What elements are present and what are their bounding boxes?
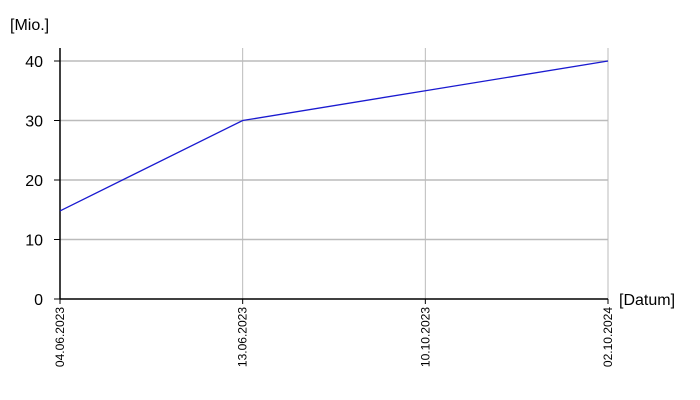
y-tick-label: 0 — [34, 292, 43, 309]
y-tick-label: 40 — [25, 54, 43, 71]
x-tick-label: 04.06.2023 — [53, 307, 67, 367]
x-axis-label: [Datum] — [619, 292, 675, 309]
x-tick-label: 13.06.2023 — [236, 307, 250, 367]
y-axis-label: [Mio.] — [10, 17, 49, 34]
x-tick-label: 10.10.2023 — [418, 307, 432, 367]
y-tick-label: 30 — [25, 114, 43, 131]
y-tick-label: 10 — [25, 233, 43, 250]
y-tick-label: 20 — [25, 173, 43, 190]
line — [59, 60, 609, 212]
x-tick-label: 02.10.2024 — [601, 307, 615, 367]
